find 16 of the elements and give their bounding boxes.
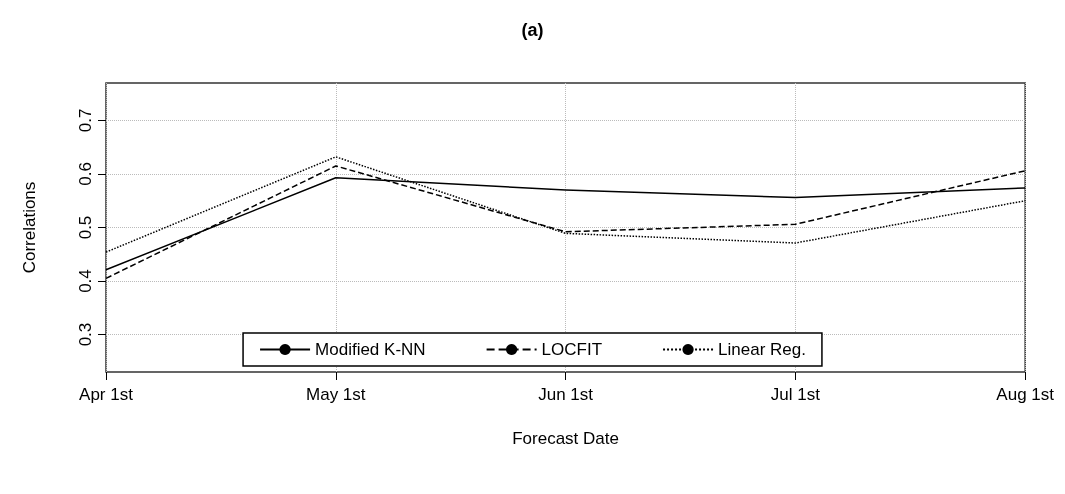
x-tick-label: Jun 1st (538, 385, 594, 404)
x-axis-title: Forecast Date (512, 429, 619, 448)
x-tick-label: Jul 1st (770, 385, 821, 404)
chart-title: (a) (521, 20, 544, 40)
y-tick-label: 0.7 (76, 108, 95, 133)
y-tick-label: 0.4 (76, 269, 95, 293)
x-tick-label: Aug 1st (996, 385, 1055, 404)
x-tick-label: Apr 1st (79, 385, 134, 404)
y-tick-label: 0.6 (76, 162, 95, 186)
y-axis-title: Correlations (20, 181, 39, 274)
x-tick-label: May 1st (306, 385, 366, 404)
y-tick-label: 0.3 (76, 322, 95, 347)
legend-label: Modified K-NN (315, 340, 426, 359)
legend-label: LOCFIT (541, 340, 603, 359)
legend-label: Linear Reg. (718, 340, 806, 359)
y-tick-label: 0.5 (76, 215, 95, 240)
